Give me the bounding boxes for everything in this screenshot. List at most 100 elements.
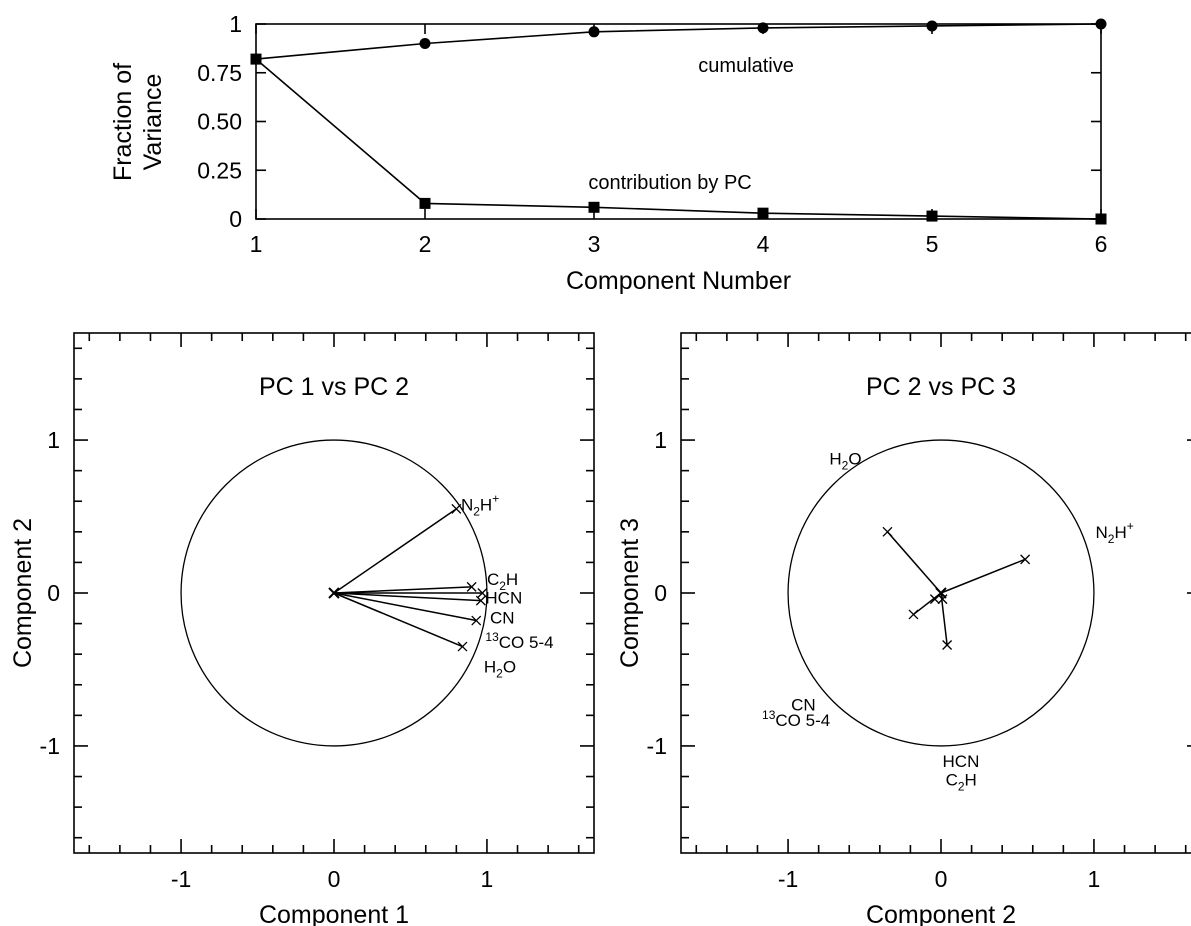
- label-text: O: [503, 657, 516, 676]
- contribution-point: [588, 201, 600, 213]
- label-text: CN: [791, 696, 816, 715]
- x-tick-label: -1: [778, 866, 798, 892]
- loading-point-x-marker: [451, 503, 462, 514]
- label-text: CN: [490, 608, 515, 627]
- y-tick-label: 0.75: [197, 60, 242, 86]
- label-text: H: [484, 657, 496, 676]
- molecule-label: C2H: [946, 771, 977, 794]
- pc2-vs-pc3-plot: -1 -1 0 0 1 1 PC 2 vs PC 3 Component 2 Component…: [616, 332, 1191, 926]
- x-axis-label: Component 2: [866, 901, 1016, 926]
- molecule-label: N2H+: [461, 491, 499, 518]
- panel-title: PC 1 vs PC 2: [259, 373, 409, 401]
- loading-vector: [940, 592, 948, 646]
- origin-marker: [328, 587, 340, 599]
- molecule-label: CN: [490, 608, 515, 627]
- y-axis-label: Component 3: [616, 518, 644, 668]
- label-text: H: [1114, 523, 1126, 542]
- y-tick-label: 0: [47, 580, 60, 606]
- molecule-label: N2H+: [1095, 519, 1133, 546]
- label-text: HCN: [943, 752, 980, 771]
- label-subscript: 2: [1108, 532, 1115, 546]
- loading-vector: [333, 586, 472, 594]
- molecule-label: 13CO 5-4: [762, 708, 830, 730]
- x-tick-label: 1: [250, 231, 263, 257]
- loading-point-x-marker: [942, 640, 953, 650]
- y-tick-label: 0: [654, 580, 667, 606]
- loading-point-x-marker: [882, 526, 893, 537]
- unit-circle: [180, 439, 488, 747]
- loading-point-x-marker: [1020, 554, 1031, 565]
- series-line: [255, 58, 1102, 220]
- label-text: HCN: [485, 589, 522, 608]
- loading-point-x-marker: [475, 595, 486, 606]
- x-tick-label: 2: [419, 231, 432, 257]
- loading-point-x-marker: [466, 581, 477, 592]
- series-annotation: cumulative: [698, 55, 794, 77]
- x-tick-label: 6: [1095, 231, 1108, 257]
- x-tick-label: 1: [1088, 866, 1101, 892]
- loading-point-x-marker: [908, 609, 919, 620]
- cumulative-point: [588, 26, 600, 38]
- contribution-point: [757, 207, 769, 219]
- x-axis-label: Component Number: [566, 267, 791, 295]
- loading-point-x-marker: [477, 588, 488, 598]
- molecule-label: H2O: [484, 657, 516, 680]
- cumulative-point: [419, 38, 431, 49]
- contribution-point: [250, 53, 262, 65]
- y-tick-label: 0: [229, 206, 242, 232]
- label-text: H: [506, 570, 518, 589]
- x-axis-label: Component 1: [259, 901, 409, 926]
- label-subscript: 2: [958, 780, 965, 794]
- label-superscript: 13: [485, 630, 499, 644]
- loading-point-x-marker: [457, 641, 468, 652]
- label-text: N: [461, 495, 473, 514]
- y-axis-label-line: Fraction of: [109, 63, 137, 181]
- series-line: [255, 23, 1102, 60]
- y-tick-label: 1: [229, 11, 242, 37]
- x-tick-label: 4: [757, 231, 770, 257]
- y-tick-label: -1: [40, 733, 60, 759]
- label-superscript: 13: [762, 708, 776, 722]
- cumulative-point: [757, 22, 769, 34]
- series-annotation: contribution by PC: [588, 172, 751, 194]
- y-axis-label-line: Variance: [139, 74, 167, 171]
- pc1-vs-pc2-plot: -1 -1 0 0 1 1 PC 1 vs PC 2 Component 1 Component…: [9, 332, 595, 926]
- y-tick-label: -1: [647, 733, 667, 759]
- molecule-label: HCN: [943, 752, 980, 771]
- y-axis-label: Component 2: [9, 518, 37, 668]
- x-tick-label: 1: [481, 866, 494, 892]
- label-text: CO 5-4: [775, 711, 830, 730]
- unit-circle: [787, 439, 1095, 747]
- label-subscript: 2: [842, 458, 849, 472]
- x-tick-label: 5: [926, 231, 939, 257]
- molecule-label: C2H: [487, 570, 518, 593]
- loading-point-x-marker: [471, 615, 482, 626]
- loading-vector: [333, 592, 477, 622]
- molecule-label: CN: [791, 696, 816, 715]
- x-tick-label: -1: [171, 866, 191, 892]
- loading-vector: [333, 592, 481, 602]
- loading-vector: [886, 531, 942, 594]
- label-text: O: [848, 449, 861, 468]
- x-tick-label: 0: [935, 866, 948, 892]
- x-tick-label: 3: [588, 231, 601, 257]
- label-text: N: [1095, 523, 1107, 542]
- y-tick-label: 1: [47, 427, 60, 453]
- y-tick-label: 1: [654, 427, 667, 453]
- molecule-label: HCN: [485, 589, 522, 608]
- label-superscript: +: [1127, 519, 1134, 533]
- label-text: H: [965, 771, 977, 790]
- origin-marker: [935, 587, 947, 599]
- label-text: CO 5-4: [499, 633, 554, 652]
- y-tick-label: 0.25: [197, 157, 242, 183]
- y-axis-label: Fraction ofVariance: [109, 63, 167, 181]
- y-tick-label: 0.50: [197, 109, 242, 135]
- label-subscript: 2: [496, 666, 503, 680]
- cumulative-point: [926, 20, 938, 32]
- molecule-label: 13CO 5-4: [485, 630, 553, 652]
- contribution-point: [926, 210, 938, 222]
- label-subscript: 2: [473, 504, 480, 518]
- label-superscript: +: [492, 491, 499, 505]
- label-text: C: [487, 570, 499, 589]
